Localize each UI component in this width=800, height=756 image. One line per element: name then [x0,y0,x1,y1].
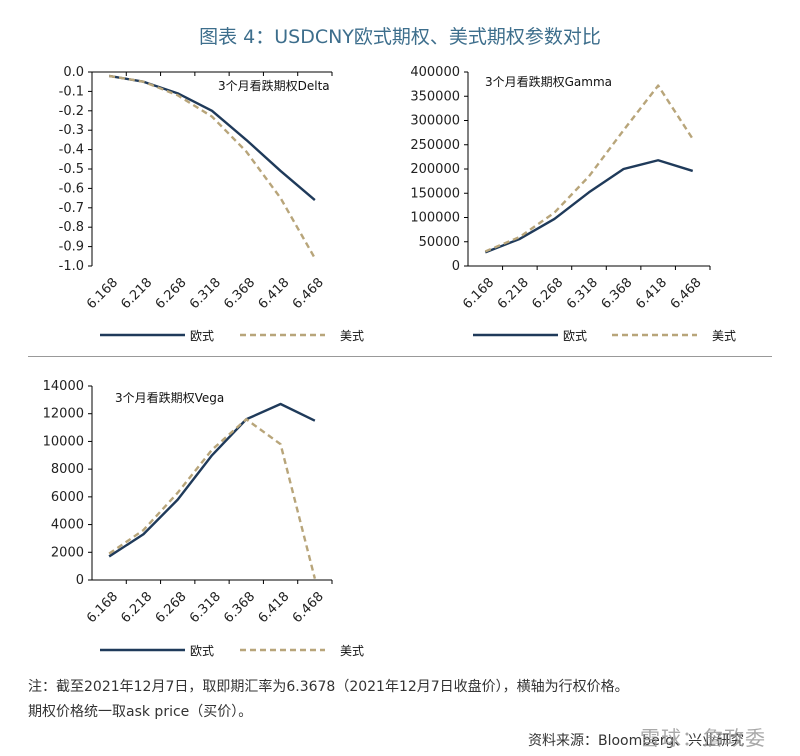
y-tick-label: -0.3 [59,123,84,138]
x-tick-label: 6.168 [84,589,121,626]
y-tick-label: 8000 [51,462,84,477]
gamma-chart: 400000 350000 300000 250000 200000 150000 1000… [410,65,736,343]
legend-label-american: 美式 [340,329,364,343]
chart-annotation: 3个月看跌期权Delta [218,78,330,93]
y-tick-label: 0.0 [63,65,84,80]
y-tick-label: 100000 [410,211,460,226]
y-tick-label: -0.4 [59,143,84,158]
y-tick-label: 14000 [43,379,84,394]
y-tick-label: 350000 [410,89,460,104]
y-tick-label: -0.6 [59,181,84,196]
x-tick-label: 6.318 [187,275,224,312]
x-tick-label: 6.368 [221,275,258,312]
x-tick-label: 6.368 [221,589,258,626]
y-tick-label: 250000 [410,138,460,153]
y-tick-label: 200000 [410,162,460,177]
y-tick-label: 10000 [43,434,84,449]
y-tick-label: -0.9 [59,240,84,255]
x-tick-label: 6.218 [118,589,155,626]
y-tick-label: -0.1 [59,84,84,99]
y-tick-label: 0 [452,259,460,274]
x-tick-label: 6.418 [256,589,293,626]
legend-label-american: 美式 [340,644,364,658]
series-european-line [108,74,316,201]
vega-chart: 140001200010000800060004000200006.1686.2… [43,379,364,658]
x-tick-label: 6.468 [668,275,705,312]
series-american-line [108,74,316,259]
x-tick-label: 6.418 [256,275,293,312]
y-tick-label: -0.8 [59,220,84,235]
x-tick-label: 6.218 [118,275,155,312]
x-tick-label: 6.468 [290,275,327,312]
x-tick-label: 6.418 [633,275,670,312]
y-tick-label: -1.0 [59,259,84,274]
x-tick-label: 6.268 [153,589,190,626]
y-tick-label: -0.5 [59,162,84,177]
series-american-line [484,84,694,253]
page-title: 图表 4：USDCNY欧式期权、美式期权参数对比 [199,26,601,48]
divider [28,356,772,357]
y-tick-label: 4000 [51,518,84,533]
y-tick-label: 150000 [410,186,460,201]
x-tick-label: 6.268 [529,275,566,312]
y-tick-label: 0 [76,573,84,588]
y-tick-label: 50000 [419,235,460,250]
x-tick-label: 6.318 [187,589,224,626]
legend-label-european: 欧式 [563,329,587,343]
x-tick-label: 6.268 [153,275,190,312]
watermark: 雪球：詹政委 [640,726,766,750]
footnote-line-1: 注：截至2021年12月7日，取即期汇率为6.3678（2021年12月7日收盘… [28,679,629,695]
footnote-line-2: 期权价格统一取ask price（买价）。 [28,704,253,720]
y-tick-label: -0.7 [59,201,84,216]
y-tick-label: 2000 [51,545,84,560]
y-tick-label: 300000 [410,114,460,129]
chart-annotation: 3个月看跌期权Gamma [485,74,612,89]
legend-label-american: 美式 [712,329,736,343]
y-tick-label: 6000 [51,490,84,505]
x-tick-label: 6.168 [84,275,121,312]
chart-annotation: 3个月看跌期权Vega [115,390,224,405]
legend-label-european: 欧式 [190,644,214,658]
x-tick-label: 6.368 [599,275,636,312]
source-text: 资料来源：Bloomberg、兴业研究 [528,733,745,749]
series-american-line [108,418,317,579]
x-tick-label: 6.318 [564,275,601,312]
y-tick-label: -0.2 [59,104,84,119]
x-tick-label: 6.168 [460,275,497,312]
y-tick-label: 12000 [43,407,84,422]
y-tick-label: 400000 [410,65,460,80]
x-tick-label: 6.468 [290,589,327,626]
x-tick-label: 6.218 [495,275,532,312]
delta-chart: 0.0 -0.1 -0.2 -0.3 -0.4 -0.5 -0.6 -0.7 -0.8 -0.9 -… [59,65,364,343]
legend-label-european: 欧式 [190,329,214,343]
series-european-line [108,402,316,558]
